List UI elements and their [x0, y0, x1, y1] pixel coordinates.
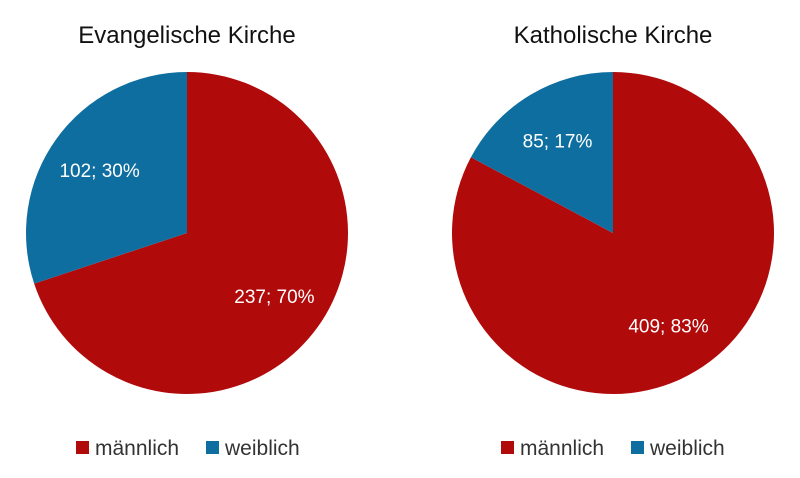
pie-slice-katholisch-maennlich: [451, 72, 774, 394]
pie-slice-evangelisch-weiblich: [26, 72, 187, 284]
legend-swatch-evangelisch-maennlich: [76, 441, 89, 454]
slice-label-katholisch-weiblich: 85; 17%: [523, 132, 593, 153]
legend-label-katholisch-weiblich: weiblich: [649, 437, 725, 460]
legend-katholisch: männlich weiblich: [501, 437, 725, 460]
pie-chart-evangelisch: Evangelische Kirche 237; 70% 102; 30% mä…: [26, 22, 349, 460]
slice-label-evangelisch-weiblich: 102; 30%: [59, 161, 139, 182]
pie-slice-evangelisch-maennlich: [34, 72, 349, 394]
legend-swatch-katholisch-maennlich: [501, 441, 514, 454]
legend-evangelisch: männlich weiblich: [76, 437, 300, 460]
pie-slice-katholisch-weiblich: [470, 72, 613, 233]
pie-chart-katholisch: Katholische Kirche 409; 83% 85; 17% männ…: [451, 22, 774, 460]
legend-label-evangelisch-maennlich: männlich: [95, 437, 179, 460]
legend-label-katholisch-maennlich: männlich: [520, 437, 604, 460]
legend-label-evangelisch-weiblich: weiblich: [224, 437, 300, 460]
legend-swatch-katholisch-weiblich: [631, 441, 644, 454]
slice-label-evangelisch-maennlich: 237; 70%: [234, 287, 314, 308]
chart-title-evangelisch: Evangelische Kirche: [78, 22, 295, 49]
legend-swatch-evangelisch-weiblich: [206, 441, 219, 454]
slice-label-katholisch-maennlich: 409; 83%: [628, 317, 708, 338]
chart-title-katholisch: Katholische Kirche: [514, 22, 713, 49]
